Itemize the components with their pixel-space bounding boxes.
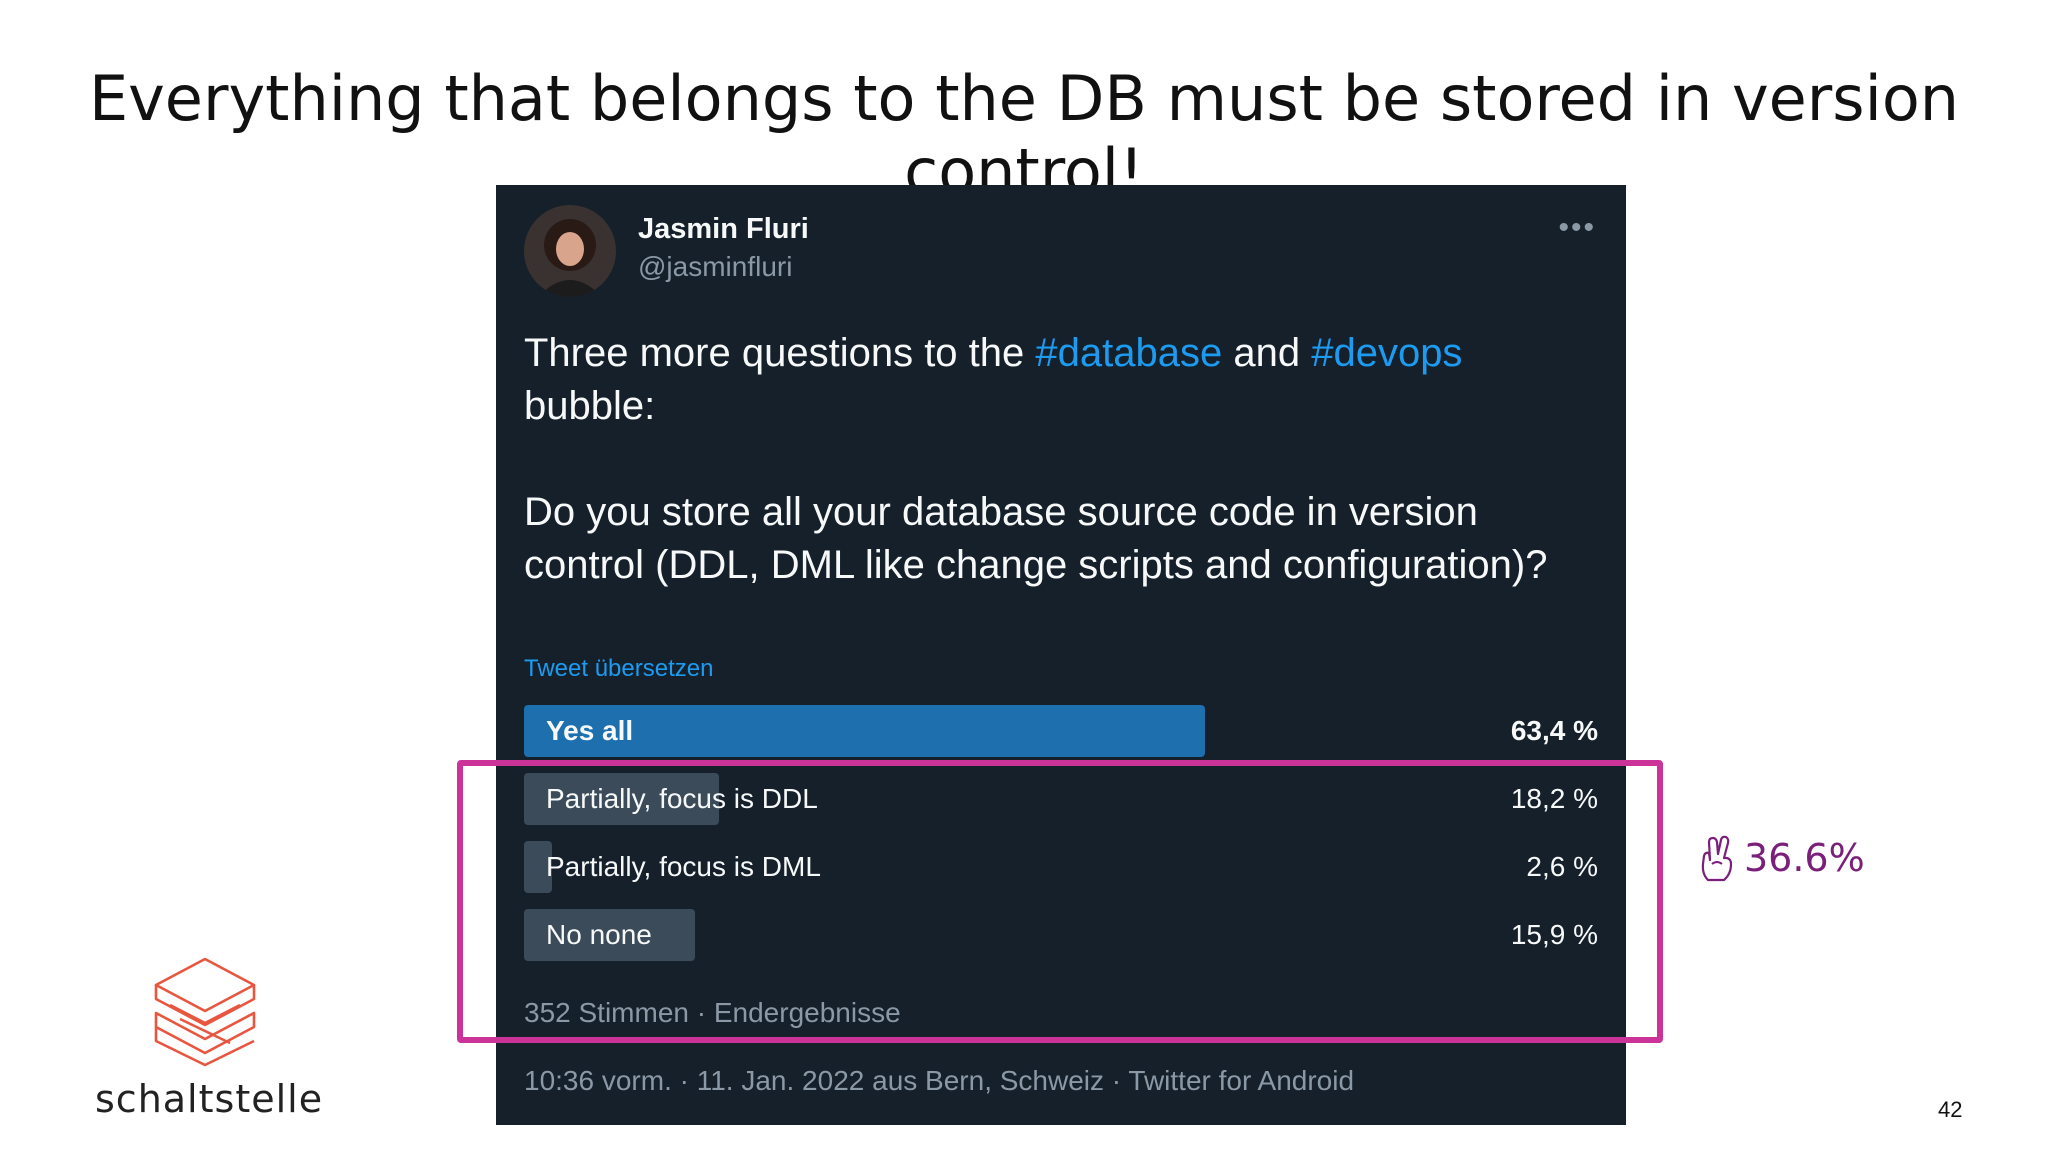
poll-bar — [524, 841, 552, 893]
poll-option-none: No none 15,9 % — [524, 909, 1598, 961]
poll-option-percent: 2,6 % — [1526, 851, 1598, 882]
poll-option-ddl: Partially, focus is DDL 18,2 % — [524, 773, 1598, 825]
poll-bar — [524, 705, 1205, 757]
poll-bar — [524, 773, 720, 825]
avatar[interactable] — [524, 205, 616, 297]
highlight-box — [457, 760, 1663, 1043]
crossed-fingers-icon — [1701, 835, 1733, 882]
poll-option-dml: Partially, focus is DML 2,6 % — [524, 841, 1598, 893]
poll-option-label: No none — [546, 919, 652, 950]
annotation: 36.6% — [1700, 830, 1865, 886]
poll-option-yes-all: Yes all 63,4 % — [524, 705, 1598, 757]
logo-text: schaltstelle — [95, 1077, 324, 1121]
annotation-text: 36.6% — [1744, 836, 1865, 880]
author-handle[interactable]: @jasminfluri — [638, 251, 793, 282]
hashtag-devops[interactable]: #devops — [1311, 331, 1463, 375]
text-segment: Three more questions to the — [524, 331, 1036, 375]
poll-option-label: Partially, focus is DML — [546, 851, 821, 882]
spacer — [524, 433, 1594, 486]
tweet-card: Jasmin Fluri @jasminfluri ••• Three more… — [496, 185, 1626, 1125]
tweet-text-line: bubble: — [524, 384, 656, 428]
author-name[interactable]: Jasmin Fluri — [638, 213, 809, 245]
tweet-question: Do you store all your database source co… — [524, 490, 1548, 587]
page-number: 42 — [1938, 1097, 1963, 1122]
poll-option-percent: 63,4 % — [1510, 715, 1598, 746]
tweet-text-line: Three more questions to the #database an… — [524, 327, 1594, 380]
tweet-text: Three more questions to the #database an… — [524, 327, 1594, 592]
slide-title: Everything that belongs to the DB must b… — [88, 62, 1960, 208]
schaltstelle-logo-icon — [154, 957, 256, 1067]
hashtag-database[interactable]: #database — [1035, 331, 1223, 375]
tweet-footer[interactable]: 10:36 vorm. · 11. Jan. 2022 aus Bern, Sc… — [524, 1065, 1355, 1096]
poll-bar — [524, 909, 695, 961]
poll-option-label: Partially, focus is DDL — [546, 783, 818, 814]
poll-option-label: Yes all — [546, 715, 634, 746]
poll-option-percent: 18,2 % — [1510, 783, 1598, 814]
text-segment: and — [1222, 331, 1312, 375]
more-options-icon[interactable]: ••• — [1558, 211, 1596, 244]
poll-option-percent: 15,9 % — [1510, 919, 1598, 950]
poll-meta: 352 Stimmen · Endergebnisse — [524, 997, 901, 1028]
translate-link[interactable]: Tweet übersetzen — [524, 655, 714, 682]
